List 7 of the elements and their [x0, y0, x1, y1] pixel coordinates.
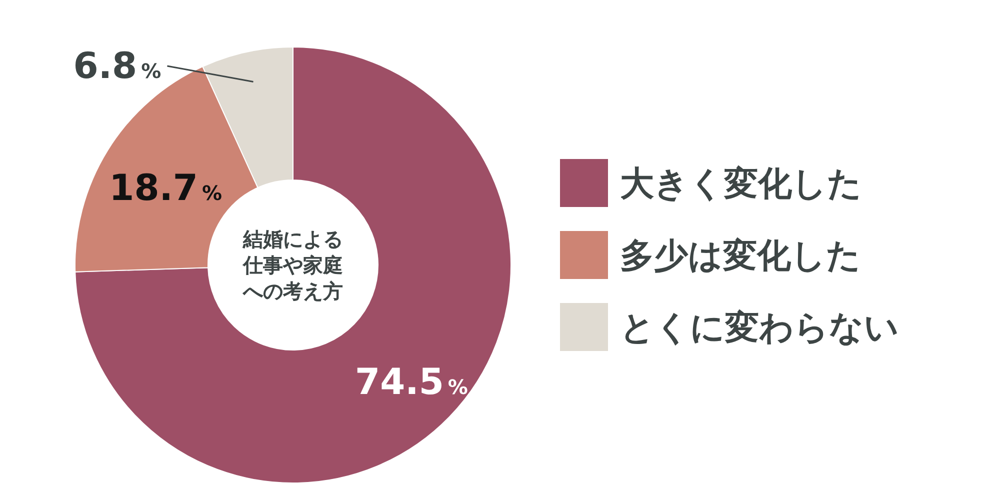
data-label: 74.5% — [355, 362, 468, 403]
legend-label: 多少は変化した — [620, 236, 861, 276]
data-label: 18.7% — [109, 168, 222, 209]
text: 結婚による仕事や家庭への考え方 — [242, 227, 343, 303]
legend-label: 大きく変化した — [620, 164, 862, 204]
data-label: 6.8% — [73, 46, 162, 87]
legend-label: とくに変わらない — [620, 308, 899, 348]
